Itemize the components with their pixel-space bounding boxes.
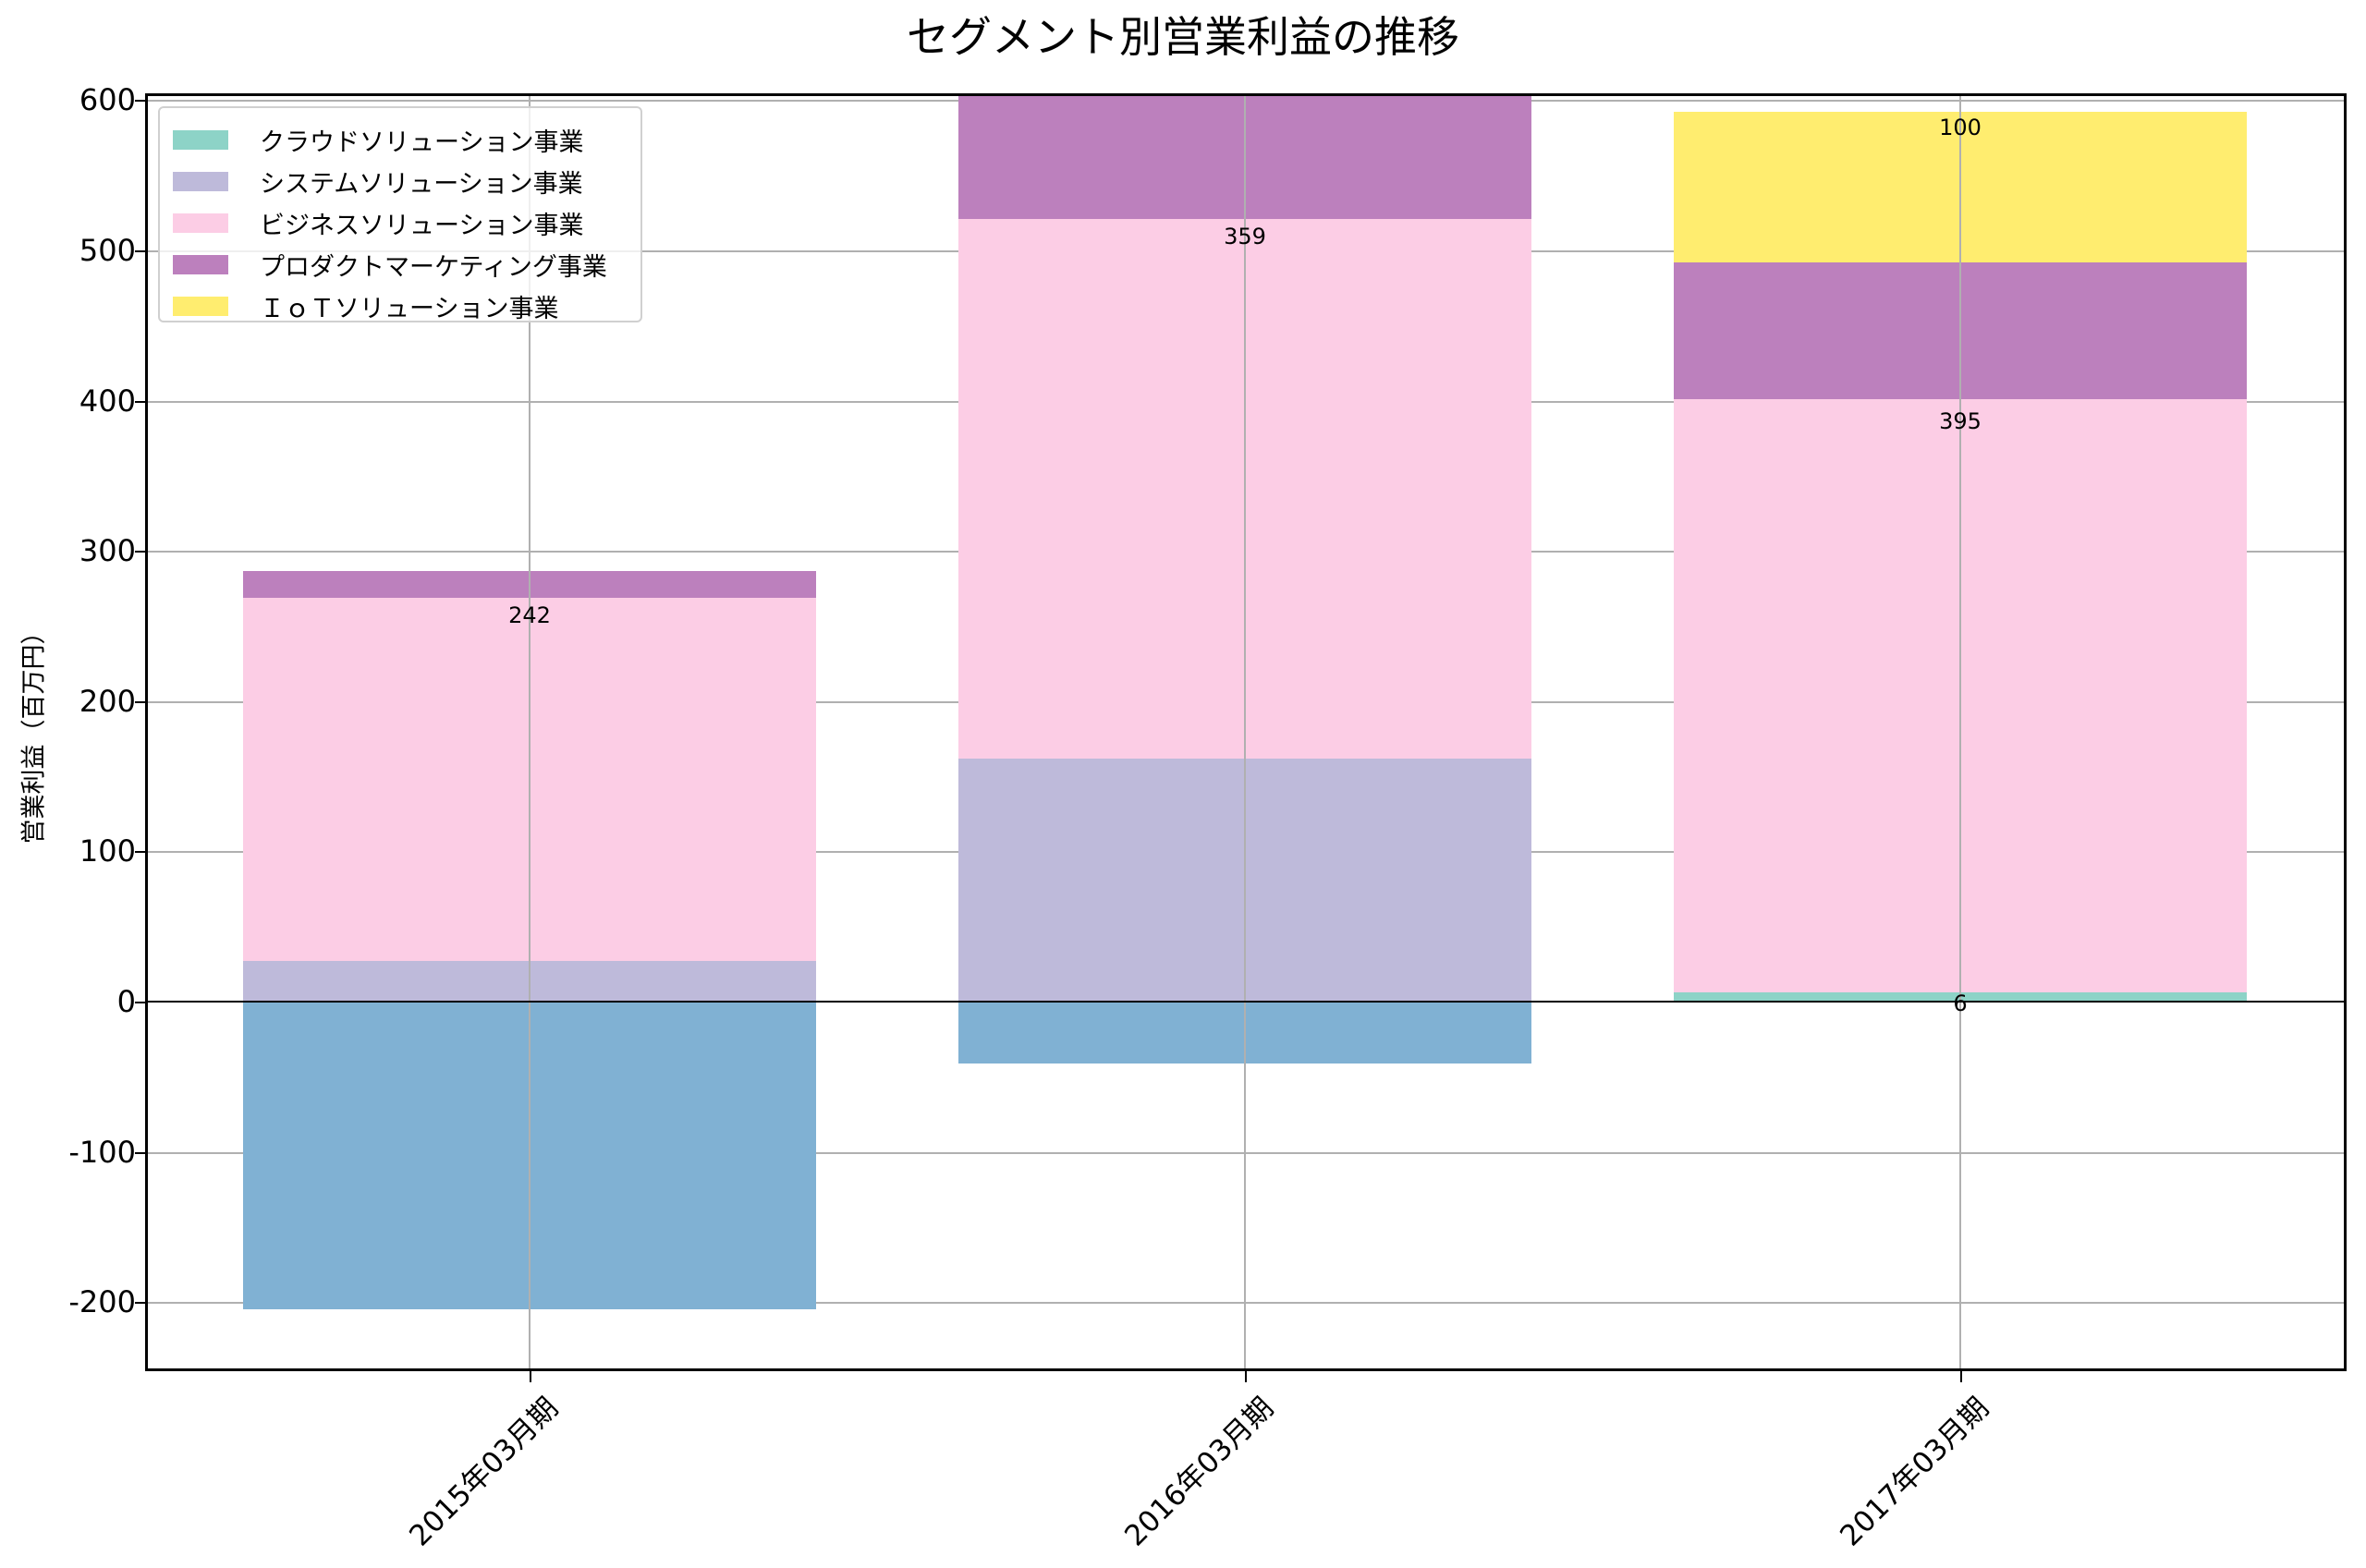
x-tick-mark xyxy=(1245,1371,1247,1382)
legend-item-system[interactable]: システムソリューション事業 xyxy=(173,161,640,202)
gridline xyxy=(1959,96,1961,1368)
gridline xyxy=(1244,96,1246,1368)
legend-label: プロダクトマーケティング事業 xyxy=(260,253,607,282)
y-tick-label: 200 xyxy=(79,684,136,719)
y-tick-label: 300 xyxy=(79,533,136,568)
plot-area: 242 359 100 395 6 xyxy=(145,93,2347,1371)
legend-swatch xyxy=(173,297,228,316)
y-axis-label: 営業利益（百万円） xyxy=(19,619,49,845)
y-tick-label: -200 xyxy=(68,1284,136,1319)
y-tick-mark xyxy=(135,401,145,403)
legend-item-cloud[interactable]: クラウドソリューション事業 xyxy=(173,119,640,161)
legend-item-business[interactable]: ビジネスソリューション事業 xyxy=(173,202,640,244)
legend-swatch xyxy=(173,213,228,233)
y-tick-label: 100 xyxy=(79,833,136,869)
x-tick-label: 2016年03月期 xyxy=(1118,1391,1281,1553)
y-tick-label: 0 xyxy=(116,984,136,1019)
y-tick-mark xyxy=(135,551,145,553)
y-tick-mark xyxy=(135,250,145,252)
x-tick-mark xyxy=(530,1371,531,1382)
y-tick-label: 600 xyxy=(79,82,136,117)
legend-swatch xyxy=(173,130,228,150)
bar-value-label: 359 xyxy=(1224,224,1266,249)
legend-label: ＩｏＴソリューション事業 xyxy=(260,295,559,323)
zero-baseline xyxy=(148,1001,2344,1003)
x-tick-label: 2015年03月期 xyxy=(403,1391,566,1553)
legend-item-iot[interactable]: ＩｏＴソリューション事業 xyxy=(173,286,640,327)
legend: クラウドソリューション事業 システムソリューション事業 ビジネスソリューション事… xyxy=(158,106,642,323)
legend-item-product[interactable]: プロダクトマーケティング事業 xyxy=(173,244,640,286)
y-tick-mark xyxy=(135,1152,145,1154)
x-tick-mark xyxy=(1960,1371,1962,1382)
legend-swatch xyxy=(173,255,228,274)
legend-swatch xyxy=(173,172,228,191)
y-tick-mark xyxy=(135,1002,145,1003)
y-tick-mark xyxy=(135,1302,145,1304)
legend-label: クラウドソリューション事業 xyxy=(260,128,584,157)
bar-value-label: 242 xyxy=(508,602,551,628)
chart-title: セグメント別営業利益の推移 xyxy=(907,12,1459,62)
y-tick-label: 400 xyxy=(79,383,136,419)
gridline xyxy=(148,1152,2344,1154)
bar-value-label: 6 xyxy=(1953,991,1968,1016)
y-tick-mark xyxy=(135,701,145,703)
gridline xyxy=(529,96,531,1368)
legend-label: システムソリューション事業 xyxy=(260,170,583,199)
y-tick-label: -100 xyxy=(68,1135,136,1170)
legend-label: ビジネスソリューション事業 xyxy=(260,212,584,240)
gridline xyxy=(148,1302,2344,1304)
y-tick-label: 500 xyxy=(79,233,136,268)
y-tick-mark xyxy=(135,100,145,102)
y-tick-mark xyxy=(135,851,145,853)
x-tick-label: 2017年03月期 xyxy=(1834,1391,1996,1553)
bar-value-label: 395 xyxy=(1939,408,1982,434)
bar-value-label: 100 xyxy=(1939,115,1982,140)
